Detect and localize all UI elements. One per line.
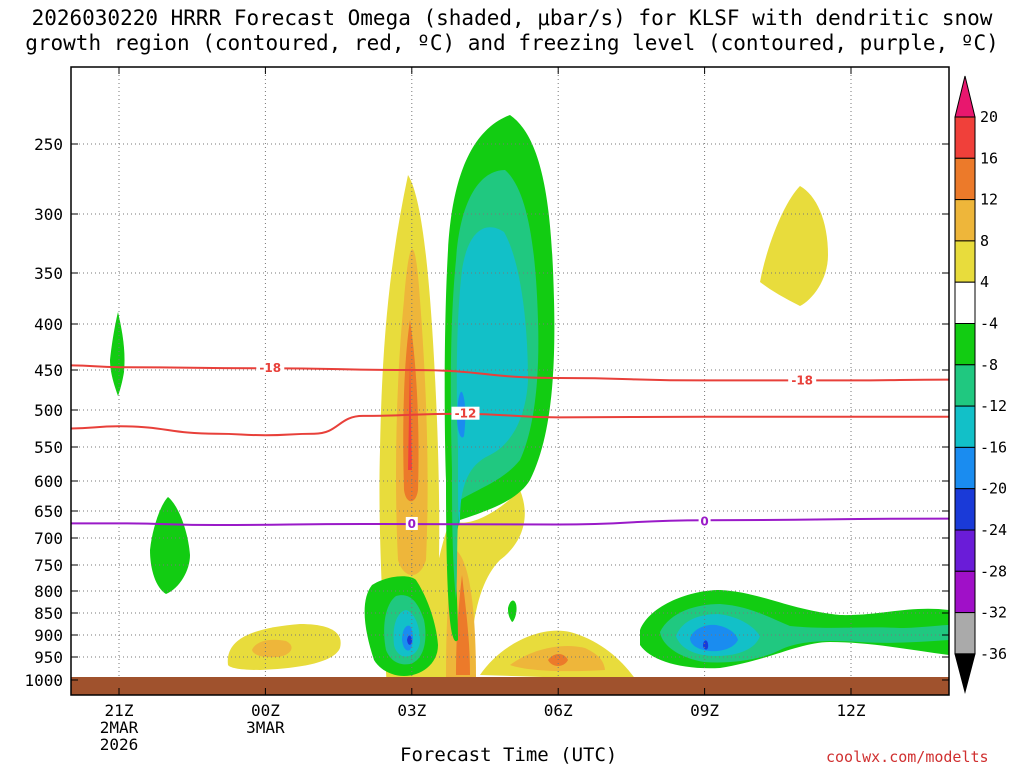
x-tick-label: 09Z — [690, 701, 719, 720]
omega-rise-03z-core — [407, 635, 412, 645]
title-line-1: 2026030220 HRRR Forecast Omega (shaded, … — [31, 6, 993, 30]
y-tick-label: 650 — [34, 502, 63, 521]
y-tick-label: 400 — [34, 315, 63, 334]
contour-labels: -18 -12 -18 0 0 — [256, 361, 817, 531]
colorbar-swatch — [954, 364, 976, 407]
colorbar-label: -16 — [980, 438, 1007, 456]
colorbar-label: 20 — [980, 108, 998, 126]
contour-label: -18 — [259, 361, 281, 375]
omega-sink-upper-11z — [760, 186, 828, 306]
y-tick-label: 550 — [34, 438, 63, 457]
omega-rise-05z-small — [508, 600, 517, 622]
colorbar-label: 16 — [980, 149, 998, 167]
ground-bar — [71, 677, 949, 695]
omega-rise-22z — [150, 497, 190, 594]
colorbar-label: -4 — [980, 315, 998, 333]
colorbar-swatch — [954, 405, 976, 448]
colorbar-swatch — [954, 529, 976, 572]
colorbar-label: 8 — [980, 232, 989, 250]
colorbar-label: 12 — [980, 191, 998, 209]
colorbar-swatch — [954, 446, 976, 490]
contour-label: -12 — [455, 407, 477, 421]
colorbar-label: 4 — [980, 273, 989, 291]
contour-label: 0 — [408, 517, 416, 531]
x-tick-label: 2026 — [100, 735, 139, 754]
y-tick-label: 750 — [34, 556, 63, 575]
x-tick-label: 2MAR — [100, 718, 139, 737]
x-tick-label: 00Z — [251, 701, 280, 720]
colorbar: 20 16 12 8 4 -4 -8 -12 -16 -20 -24 -28 -32 -36 — [954, 75, 1007, 694]
omega-rise-column-cyan — [456, 227, 528, 526]
y-tick-label: 700 — [34, 529, 63, 548]
colorbar-label: -32 — [980, 604, 1007, 622]
colorbar-swatch — [954, 240, 976, 283]
y-axis: 1000 950 900 850 800 750 700 650 600 550 500 450 400… — [24, 135, 949, 690]
omega-sink-lower-branch — [420, 490, 525, 690]
freezing-level-contour — [71, 517, 949, 527]
colorbar-swatch — [954, 488, 976, 531]
colorbar-swatch-bottom — [954, 653, 976, 694]
title-line-2: growth region (contoured, red, ºC) and f… — [25, 31, 999, 55]
x-tick-label: 3MAR — [246, 718, 285, 737]
colorbar-label: -8 — [980, 356, 998, 374]
y-tick-label: 300 — [34, 205, 63, 224]
colorbar-label: -28 — [980, 562, 1007, 580]
y-tick-label: 350 — [34, 264, 63, 283]
y-tick-label: 800 — [34, 582, 63, 601]
omega-sink-lower-branch-core — [456, 575, 470, 675]
colorbar-label: -20 — [980, 480, 1007, 498]
contour-label-bg — [788, 373, 817, 387]
colorbar-swatch — [954, 281, 976, 325]
gridlines — [71, 67, 949, 695]
y-tick-label: 600 — [34, 472, 63, 491]
contour-label-bg — [698, 514, 711, 528]
omega-shading — [110, 115, 949, 695]
y-tick-label: 500 — [34, 401, 63, 420]
x-tick-label: 21Z — [105, 701, 134, 720]
plot-frame — [70, 66, 950, 696]
x-tick-label: 06Z — [544, 701, 573, 720]
omega-sink-00z-core — [252, 639, 292, 658]
omega-rise-21z-aloft — [110, 312, 125, 396]
contour-label: -18 — [791, 373, 813, 387]
x-axis-label: Forecast Time (UTC) — [400, 744, 618, 766]
dgz-contour--12 — [71, 412, 949, 437]
y-tick-label: 850 — [34, 604, 63, 623]
colorbar-label: -24 — [980, 521, 1007, 539]
colorbar-label: -12 — [980, 397, 1007, 415]
omega-rise-09z-blue — [690, 624, 738, 652]
colorbar-label: -36 — [980, 645, 1007, 663]
y-tick-label: 1000 — [24, 671, 63, 690]
colorbar-swatch — [954, 612, 976, 655]
colorbar-swatch — [954, 323, 976, 366]
contour-label-bg — [451, 406, 480, 420]
contour-label-bg — [405, 516, 418, 530]
colorbar-swatch — [954, 199, 976, 242]
chart-title: 2026030220 HRRR Forecast Omega (shaded, … — [0, 6, 1024, 56]
y-tick-label: 250 — [34, 135, 63, 154]
colorbar-swatch — [954, 570, 976, 614]
x-tick-label: 03Z — [397, 701, 426, 720]
credit-link[interactable]: coolwx.com/modelts — [826, 748, 989, 766]
y-tick-label: 900 — [34, 626, 63, 645]
colorbar-swatch-top — [954, 75, 976, 118]
colorbar-swatch — [954, 116, 976, 159]
y-tick-label: 950 — [34, 648, 63, 667]
x-tick-label: 12Z — [837, 701, 866, 720]
contour-label-bg — [256, 361, 285, 375]
contour-label: 0 — [700, 514, 708, 528]
colorbar-swatch — [954, 157, 976, 201]
y-tick-label: 450 — [34, 361, 63, 380]
